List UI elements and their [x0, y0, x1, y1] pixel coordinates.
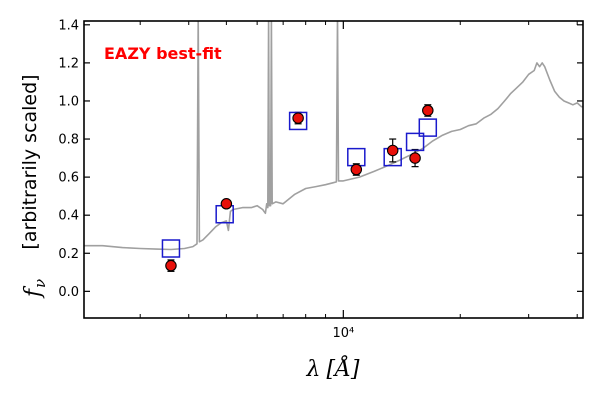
x-axis-symbol: λ — [305, 357, 320, 382]
model-point-7 — [418, 118, 438, 137]
y-tick-label-6: 1.2 — [58, 56, 79, 71]
plot-frame — [83, 20, 584, 319]
observed-point-4 — [350, 163, 363, 176]
observed-point-3 — [292, 112, 304, 124]
eazy-best-fit-annotation: EAZY best-fit — [104, 44, 222, 63]
y-axis-symbol: fν — [21, 279, 49, 299]
y-tick-label-2: 0.4 — [58, 209, 79, 224]
template-spectrum-line — [84, 21, 583, 251]
y-axis-symbol-nu: ν — [31, 279, 49, 288]
tick-layer: 0.0 0.2 0.4 0.6 0.8 1.0 1.2 1.4 10⁴ — [58, 18, 583, 341]
y-tick-label-1: 0.2 — [58, 247, 79, 262]
y-tick-label-4: 0.8 — [58, 133, 79, 148]
template-spectrum-layer — [84, 21, 583, 251]
y-tick-label-7: 1.4 — [58, 18, 79, 33]
observed-flux-layer — [165, 104, 434, 272]
observed-point-2 — [220, 198, 233, 210]
x-axis-unit: [Å] — [326, 354, 359, 382]
y-axis-label-text: [arbitrarily scaled] — [19, 74, 41, 249]
y-tick-label-3: 0.6 — [58, 171, 79, 186]
y-axis-label: [arbitrarily scaled] fν — [19, 74, 49, 299]
x-axis-label: λ [Å] — [305, 354, 359, 382]
model-point-1 — [161, 239, 181, 258]
observed-point-1 — [165, 259, 177, 272]
model-flux-layer — [161, 111, 438, 258]
model-point-6 — [405, 132, 425, 152]
model-point-4 — [347, 147, 366, 167]
observed-point-5 — [386, 144, 399, 157]
x-tick-label-0: 10⁴ — [332, 326, 354, 341]
observed-point-7 — [422, 104, 434, 117]
y-tick-label-0: 0.0 — [58, 285, 79, 300]
y-tick-label-5: 1.0 — [58, 94, 79, 109]
observed-point-6 — [409, 152, 421, 164]
